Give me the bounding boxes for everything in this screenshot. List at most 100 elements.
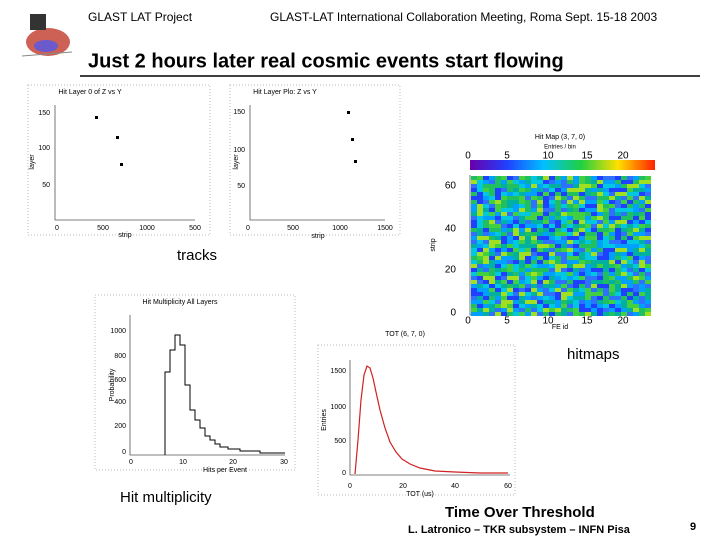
heat-cell bbox=[489, 256, 495, 260]
heat-cell bbox=[645, 200, 651, 204]
heat-cell bbox=[513, 228, 519, 232]
heat-cell bbox=[549, 184, 555, 188]
heat-cell bbox=[537, 288, 543, 292]
heat-cell bbox=[627, 240, 633, 244]
heat-cell bbox=[489, 264, 495, 268]
heat-cell bbox=[543, 236, 549, 240]
heat-cell bbox=[579, 296, 585, 300]
heat-cell bbox=[501, 204, 507, 208]
heat-cell bbox=[501, 304, 507, 308]
heat-cell bbox=[483, 280, 489, 284]
heat-cell bbox=[645, 264, 651, 268]
heat-cell bbox=[591, 236, 597, 240]
heat-cell bbox=[579, 216, 585, 220]
heat-cell bbox=[543, 208, 549, 212]
heat-cell bbox=[543, 276, 549, 280]
heat-cell bbox=[471, 184, 477, 188]
heat-cell bbox=[567, 176, 573, 180]
heat-cell bbox=[471, 312, 477, 316]
heat-cell bbox=[471, 288, 477, 292]
heat-cell bbox=[501, 192, 507, 196]
heat-cell bbox=[603, 176, 609, 180]
heat-cell bbox=[495, 240, 501, 244]
heat-cell bbox=[567, 252, 573, 256]
heat-cell bbox=[501, 224, 507, 228]
heat-cell bbox=[585, 244, 591, 248]
heat-cell bbox=[471, 192, 477, 196]
heat-cell bbox=[621, 236, 627, 240]
heat-cell bbox=[627, 184, 633, 188]
heat-cell bbox=[603, 300, 609, 304]
heat-cell bbox=[501, 312, 507, 316]
heat-cell bbox=[519, 220, 525, 224]
heat-cell bbox=[543, 292, 549, 296]
x-axis-label: strip bbox=[118, 232, 131, 239]
heat-cell bbox=[639, 204, 645, 208]
heat-cell bbox=[549, 268, 555, 272]
heat-cell bbox=[597, 240, 603, 244]
heat-cell bbox=[579, 212, 585, 216]
heat-cell bbox=[627, 272, 633, 276]
x-tick-label: 10 bbox=[179, 459, 187, 466]
heat-cell bbox=[573, 256, 579, 260]
heat-cell bbox=[507, 280, 513, 284]
heat-cell bbox=[495, 220, 501, 224]
heat-cell bbox=[603, 180, 609, 184]
heat-cell bbox=[585, 268, 591, 272]
heat-cell bbox=[507, 300, 513, 304]
heat-cell bbox=[615, 188, 621, 192]
heat-cell bbox=[633, 228, 639, 232]
heat-cell bbox=[549, 188, 555, 192]
heat-cell bbox=[597, 292, 603, 296]
heat-cell bbox=[561, 260, 567, 264]
heat-cell bbox=[477, 268, 483, 272]
heat-cell bbox=[639, 300, 645, 304]
heat-cell bbox=[573, 196, 579, 200]
heat-cell bbox=[495, 272, 501, 276]
heat-cell bbox=[573, 208, 579, 212]
heat-cell bbox=[513, 308, 519, 312]
heat-cell bbox=[567, 292, 573, 296]
heat-cell bbox=[591, 268, 597, 272]
heat-cell bbox=[549, 232, 555, 236]
heat-cell bbox=[501, 200, 507, 204]
heat-cell bbox=[585, 212, 591, 216]
heat-cell bbox=[513, 252, 519, 256]
heat-cell bbox=[513, 188, 519, 192]
heat-cell bbox=[609, 224, 615, 228]
heat-cell bbox=[501, 212, 507, 216]
heat-cell bbox=[537, 208, 543, 212]
heat-cell bbox=[507, 228, 513, 232]
heat-cell bbox=[513, 212, 519, 216]
heat-cell bbox=[621, 308, 627, 312]
heat-cell bbox=[597, 204, 603, 208]
heat-cell bbox=[555, 204, 561, 208]
heat-cell bbox=[573, 192, 579, 196]
heat-cell bbox=[525, 212, 531, 216]
heat-cell bbox=[585, 276, 591, 280]
heat-cell bbox=[585, 240, 591, 244]
heat-cell bbox=[597, 264, 603, 268]
colorbar-tick-label: 0 bbox=[465, 151, 471, 162]
heat-cell bbox=[537, 180, 543, 184]
heat-cell bbox=[633, 224, 639, 228]
heat-cell bbox=[579, 308, 585, 312]
x-tick-label: 0 bbox=[465, 316, 471, 327]
heat-cell bbox=[525, 252, 531, 256]
heat-cell bbox=[603, 244, 609, 248]
heat-cell bbox=[543, 284, 549, 288]
heat-cell bbox=[561, 204, 567, 208]
heat-cell bbox=[531, 280, 537, 284]
heat-cell bbox=[555, 308, 561, 312]
heat-cell bbox=[525, 308, 531, 312]
x-tick-label: 0 bbox=[348, 483, 352, 490]
heat-cell bbox=[549, 256, 555, 260]
heat-cell bbox=[633, 184, 639, 188]
heat-cell bbox=[627, 256, 633, 260]
heat-cell bbox=[501, 208, 507, 212]
heat-cell bbox=[531, 184, 537, 188]
heat-cell bbox=[597, 252, 603, 256]
heat-cell bbox=[507, 288, 513, 292]
heat-cell bbox=[555, 276, 561, 280]
heat-cell bbox=[615, 192, 621, 196]
